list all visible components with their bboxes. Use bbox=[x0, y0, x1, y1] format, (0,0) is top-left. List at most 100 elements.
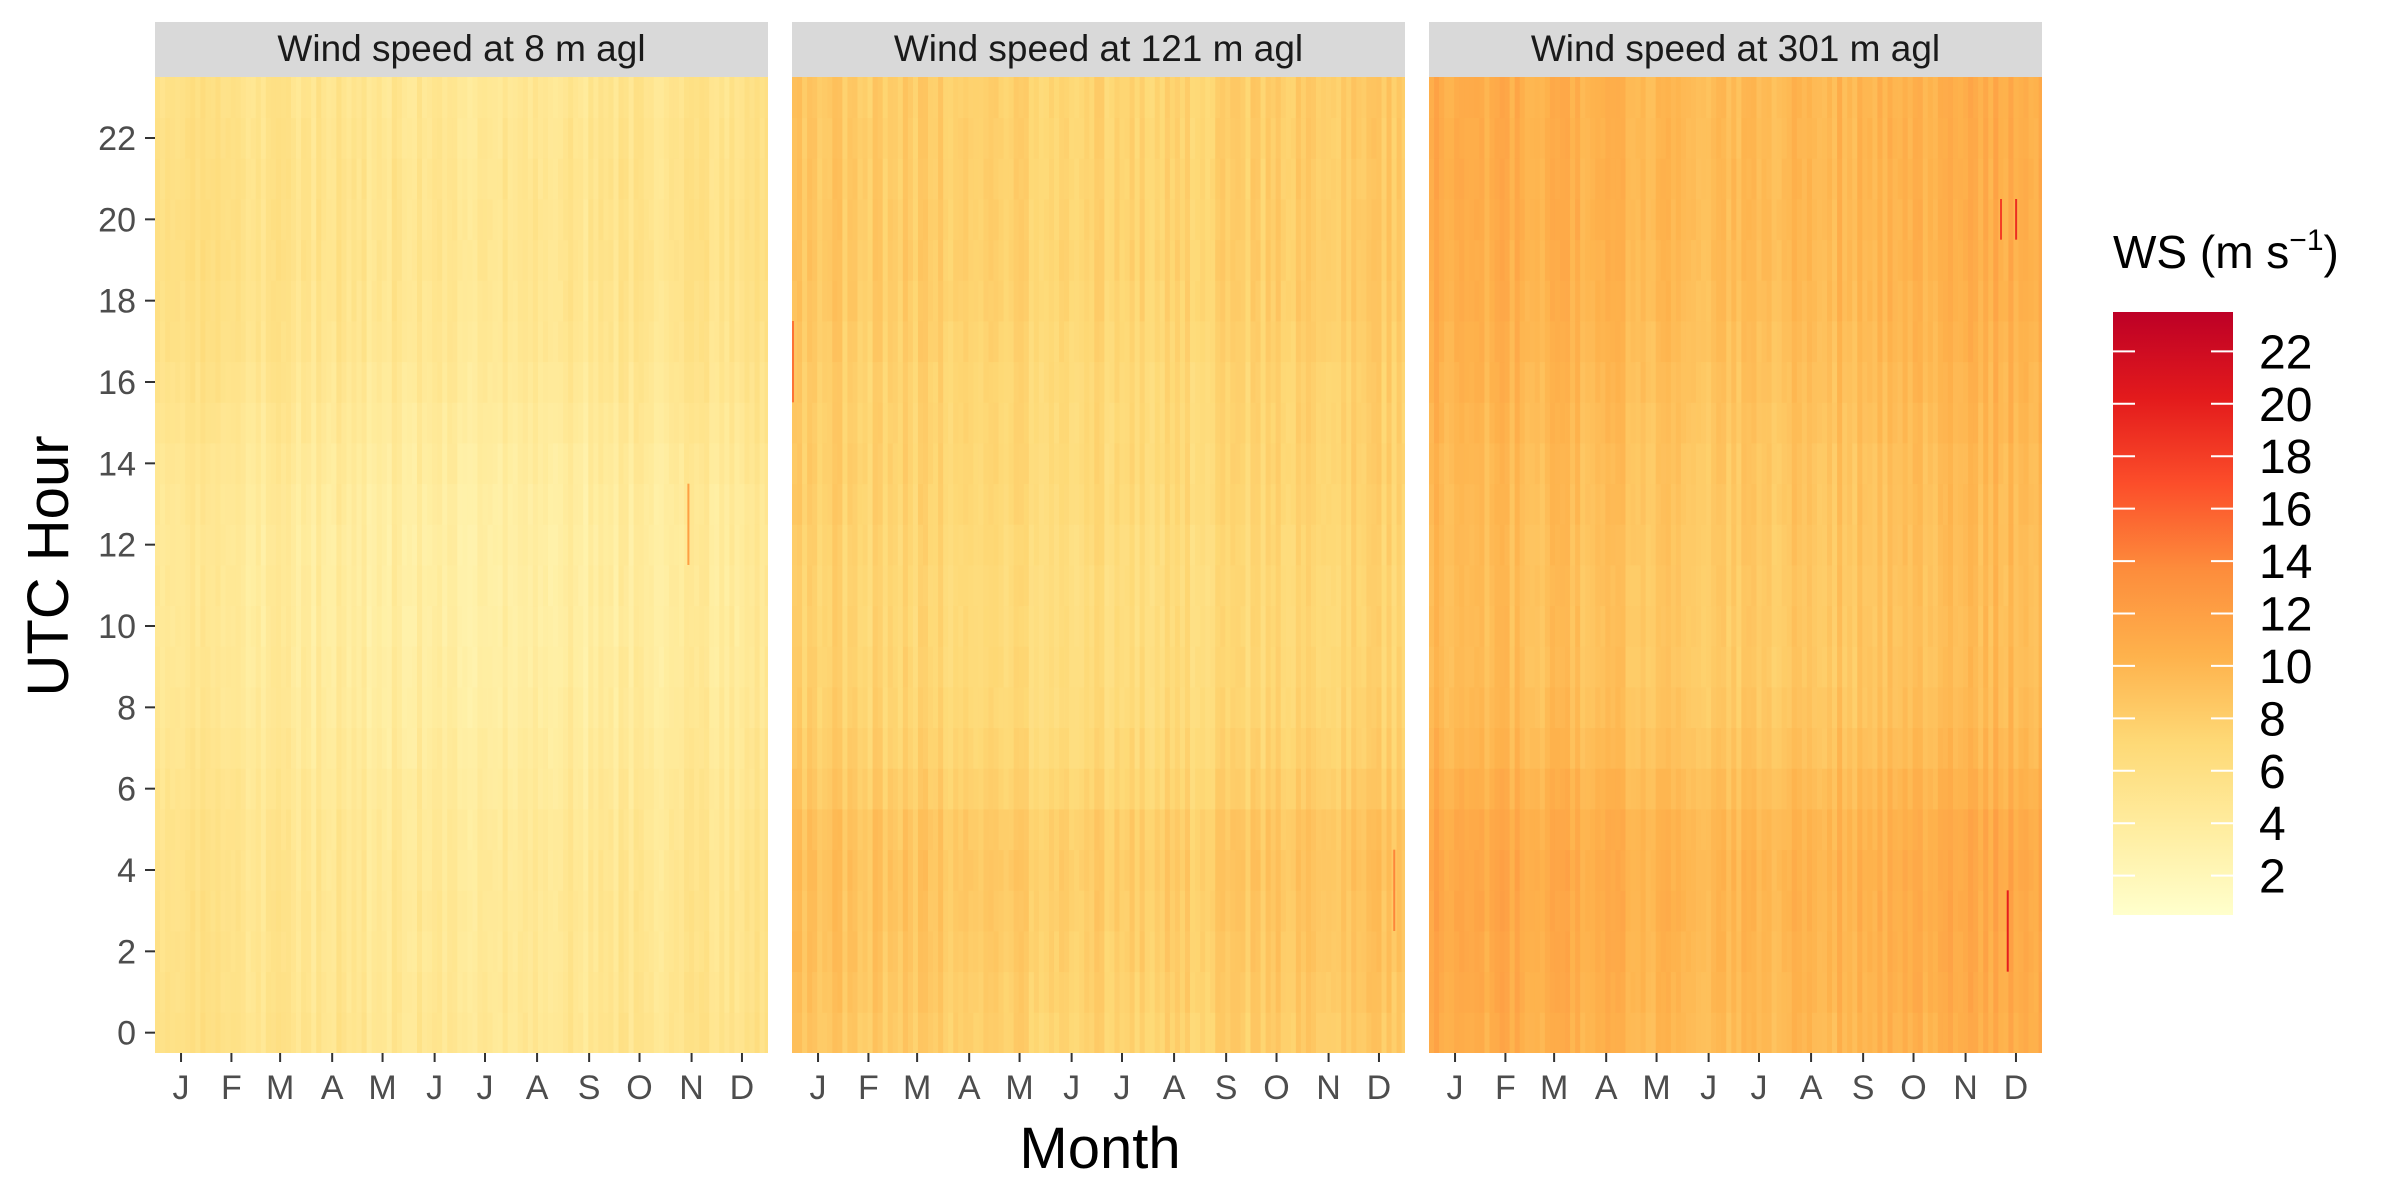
heatmap-cell bbox=[1003, 280, 1010, 322]
heatmap-cell bbox=[195, 646, 201, 688]
heatmap-cell bbox=[1084, 646, 1090, 688]
heatmap-cell bbox=[648, 483, 655, 525]
heatmap-cell bbox=[200, 971, 206, 1013]
heatmap-cell bbox=[568, 768, 574, 810]
heatmap-cell bbox=[432, 321, 438, 363]
heatmap-cell bbox=[1174, 1012, 1181, 1053]
heatmap-cell bbox=[588, 687, 594, 729]
heatmap-cell bbox=[381, 77, 388, 119]
heatmap-cell bbox=[245, 117, 252, 159]
heatmap-cell bbox=[1159, 77, 1166, 119]
heatmap-cell bbox=[195, 483, 201, 525]
heatmap-cell bbox=[1028, 361, 1035, 403]
heatmap-cell bbox=[714, 402, 720, 444]
heatmap-cell bbox=[260, 443, 267, 485]
heatmap-cell bbox=[457, 931, 463, 973]
heatmap-cell bbox=[1144, 809, 1151, 851]
heatmap-cell bbox=[230, 768, 237, 810]
heatmap-cell bbox=[422, 321, 428, 363]
heatmap-cell bbox=[406, 117, 413, 159]
heatmap-cell bbox=[477, 77, 483, 119]
heatmap-cell bbox=[917, 77, 924, 119]
heatmap-cell bbox=[270, 77, 277, 119]
heatmap-cell bbox=[963, 646, 969, 688]
heatmap-cell bbox=[170, 931, 176, 973]
heatmap-cell bbox=[689, 117, 695, 159]
heatmap-cell bbox=[286, 809, 292, 851]
heatmap-cell bbox=[280, 321, 287, 363]
heatmap-cell bbox=[842, 605, 848, 647]
heatmap-cell bbox=[351, 727, 357, 769]
heatmap-cell bbox=[542, 239, 549, 281]
heatmap-cell bbox=[210, 890, 216, 932]
heatmap-cell bbox=[1094, 321, 1100, 363]
heatmap-cell bbox=[852, 483, 858, 525]
heatmap-cell bbox=[1220, 483, 1226, 525]
heatmap-cell bbox=[1013, 727, 1020, 769]
heatmap-cell bbox=[892, 321, 899, 363]
heatmap-cell bbox=[917, 768, 924, 810]
heatmap-cell bbox=[998, 931, 1005, 973]
heatmap-cell bbox=[457, 565, 463, 607]
heatmap-cell bbox=[245, 687, 252, 729]
heatmap-cell bbox=[663, 402, 670, 444]
heatmap-cell bbox=[578, 77, 584, 119]
heatmap-cell bbox=[326, 768, 332, 810]
heatmap-cell bbox=[1038, 321, 1045, 363]
heatmap-cell bbox=[467, 1012, 473, 1053]
heatmap-cell bbox=[1134, 646, 1141, 688]
heatmap-cell bbox=[1018, 239, 1025, 281]
heatmap-cell bbox=[983, 565, 989, 607]
heatmap-cell bbox=[472, 646, 478, 688]
heatmap-cell bbox=[724, 727, 730, 769]
heatmap-cell bbox=[291, 605, 297, 647]
heatmap-cell bbox=[1179, 77, 1186, 119]
heatmap-cell bbox=[205, 158, 211, 200]
heatmap-cell bbox=[331, 239, 337, 281]
heatmap-cell bbox=[155, 524, 161, 566]
heatmap-cell bbox=[754, 605, 760, 647]
heatmap-cell bbox=[1119, 849, 1125, 891]
heatmap-cell bbox=[754, 1012, 760, 1053]
heatmap-cell bbox=[739, 158, 745, 200]
heatmap-cell bbox=[729, 971, 735, 1013]
heatmap-cell bbox=[837, 646, 843, 688]
heatmap-cell bbox=[1064, 605, 1070, 647]
heatmap-cell bbox=[792, 117, 798, 159]
heatmap-cell bbox=[568, 931, 574, 973]
heatmap-cell bbox=[1053, 890, 1060, 932]
heatmap-cell bbox=[1210, 158, 1216, 200]
heatmap-cell bbox=[1134, 605, 1141, 647]
heatmap-cell bbox=[633, 727, 640, 769]
heatmap-cell bbox=[1099, 605, 1105, 647]
heatmap-cell bbox=[1074, 361, 1080, 403]
heatmap-cell bbox=[812, 117, 818, 159]
heatmap-cell bbox=[623, 971, 630, 1013]
heatmap-cell bbox=[1048, 931, 1055, 973]
heatmap-cell bbox=[482, 605, 488, 647]
heatmap-cell bbox=[1184, 809, 1191, 851]
heatmap-cell bbox=[568, 361, 574, 403]
heatmap-cell bbox=[588, 890, 594, 932]
heatmap-cell bbox=[1094, 809, 1100, 851]
heatmap-cell bbox=[1210, 849, 1216, 891]
heatmap-cell bbox=[532, 524, 539, 566]
heatmap-cell bbox=[280, 605, 287, 647]
heatmap-cell bbox=[527, 117, 534, 159]
heatmap-cell bbox=[1079, 443, 1085, 485]
heatmap-cell bbox=[472, 809, 478, 851]
heatmap-cell bbox=[978, 971, 984, 1013]
heatmap-cell bbox=[1043, 117, 1050, 159]
heatmap-cell bbox=[255, 849, 262, 891]
heatmap-cell bbox=[1139, 687, 1146, 729]
heatmap-cell bbox=[673, 443, 680, 485]
heatmap-cell bbox=[1109, 971, 1115, 1013]
heatmap-cell bbox=[1099, 971, 1105, 1013]
heatmap-cell bbox=[1129, 158, 1136, 200]
heatmap-cell bbox=[346, 849, 352, 891]
heatmap-cell bbox=[240, 280, 247, 322]
heatmap-cell bbox=[1089, 524, 1095, 566]
heatmap-cell bbox=[593, 483, 599, 525]
heatmap-cell bbox=[497, 483, 504, 525]
heatmap-cell bbox=[694, 931, 700, 973]
